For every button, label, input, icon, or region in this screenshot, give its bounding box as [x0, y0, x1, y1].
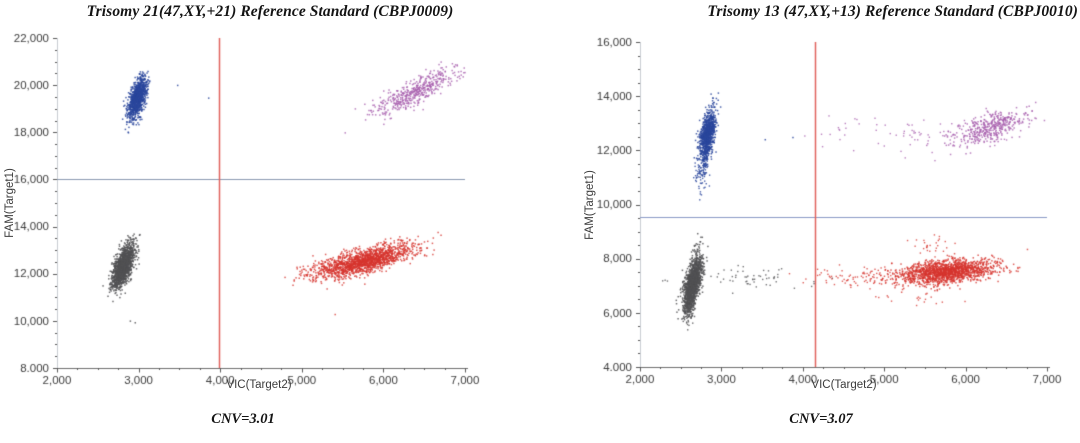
plot-panel-trisomy-13: Trisomy 13 (47,XY,+13) Reference Standar…	[540, 0, 1080, 443]
plot-panel-trisomy-21: Trisomy 21(47,XY,+21) Reference Standard…	[0, 0, 540, 443]
x-axis-label: VIC(Target2)	[811, 379, 877, 391]
x-axis-label: VIC(Target2)	[226, 379, 292, 391]
cnv-value-caption: CNV=3.07	[789, 411, 853, 427]
cnv-value-caption: CNV=3.01	[211, 411, 275, 427]
scatter-canvas-trisomy-21	[0, 0, 540, 443]
scatter-canvas-trisomy-13	[540, 0, 1080, 443]
